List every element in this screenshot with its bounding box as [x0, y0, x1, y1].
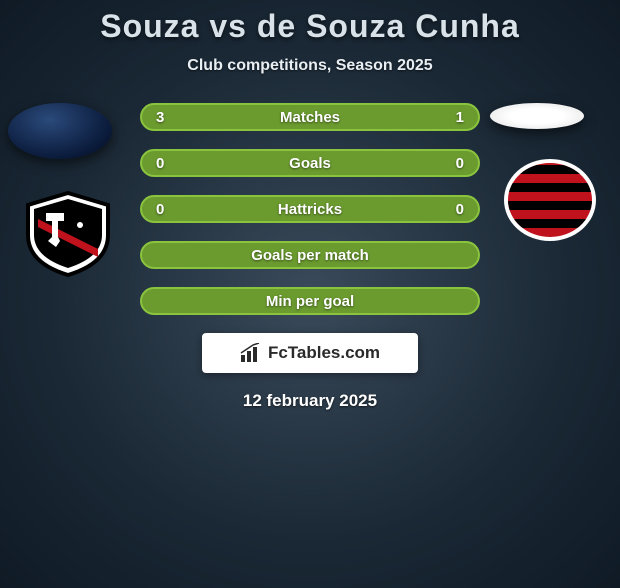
- chart-icon: [240, 343, 262, 363]
- stat-label: Matches: [280, 109, 340, 126]
- watermark-text: FcTables.com: [268, 343, 380, 363]
- stat-value-left: 0: [156, 201, 164, 218]
- stat-row: 0 Hattricks 0: [140, 195, 480, 223]
- stat-label: Goals: [289, 155, 331, 172]
- stat-rows: 3 Matches 1 0 Goals 0 0 Hattricks 0 Goals per mat…: [140, 103, 480, 315]
- comparison-subtitle: Club competitions, Season 2025: [0, 57, 620, 75]
- comparison-title: Souza vs de Souza Cunha: [0, 8, 620, 45]
- stat-value-right: 0: [456, 155, 464, 172]
- club-badge-left: [18, 191, 118, 277]
- stat-value-left: 3: [156, 109, 164, 126]
- stat-label: Min per goal: [266, 293, 354, 310]
- stat-value-left: 0: [156, 155, 164, 172]
- stat-label: Hattricks: [278, 201, 342, 218]
- player-avatar-left: [8, 103, 112, 159]
- stat-row: Goals per match: [140, 241, 480, 269]
- watermark: FcTables.com: [202, 333, 418, 373]
- stat-row: 3 Matches 1: [140, 103, 480, 131]
- player-avatar-right: [490, 103, 584, 129]
- stat-row: 0 Goals 0: [140, 149, 480, 177]
- stat-row: Min per goal: [140, 287, 480, 315]
- content-area: 3 Matches 1 0 Goals 0 0 Hattricks 0 Goals per mat…: [0, 103, 620, 411]
- club-badge-right: [502, 157, 598, 243]
- stat-value-right: 0: [456, 201, 464, 218]
- stat-value-right: 1: [456, 109, 464, 126]
- comparison-date: 12 february 2025: [0, 391, 620, 411]
- stat-label: Goals per match: [251, 247, 369, 264]
